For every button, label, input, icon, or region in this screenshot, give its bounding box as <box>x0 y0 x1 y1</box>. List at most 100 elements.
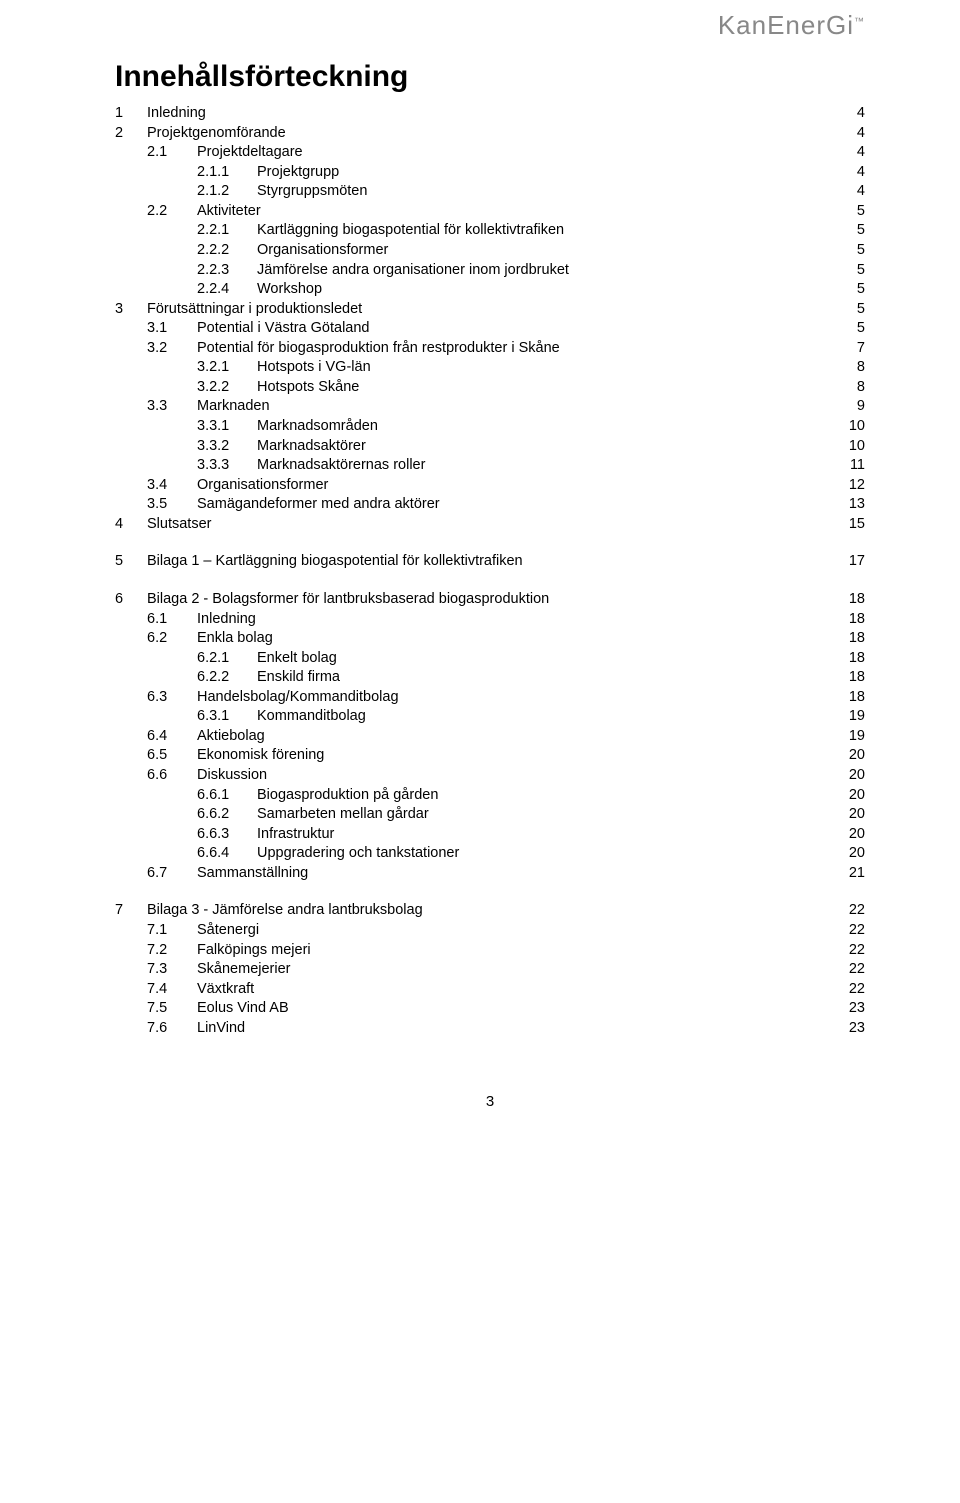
toc-entry: 6.6.2Samarbeten mellan gårdar20 <box>115 805 865 825</box>
toc-number: 2.2.1 <box>197 221 257 241</box>
toc-number: 5 <box>115 552 147 572</box>
toc-entry: 2.1Projektdeltagare4 <box>115 143 865 163</box>
toc-number: 3.3 <box>147 397 197 417</box>
toc-label: Kartläggning biogaspotential för kollekt… <box>257 221 564 241</box>
toc-page: 4 <box>843 124 865 144</box>
toc-label: Marknaden <box>197 397 270 417</box>
toc-label: Växtkraft <box>197 980 254 1000</box>
toc-page: 4 <box>843 104 865 124</box>
toc-number: 6.6.4 <box>197 844 257 864</box>
toc-number: 6.4 <box>147 727 197 747</box>
toc-label: Samarbeten mellan gårdar <box>257 805 429 825</box>
toc-label: Potential i Västra Götaland <box>197 319 370 339</box>
toc-number: 2.1 <box>147 143 197 163</box>
toc-label: Marknadsaktörer <box>257 437 366 457</box>
toc-number: 6.7 <box>147 864 197 884</box>
toc-page: 20 <box>843 844 865 864</box>
toc-number: 7.1 <box>147 921 197 941</box>
toc-entry: 2Projektgenomförande4 <box>115 124 865 144</box>
toc-number: 7.6 <box>147 1019 197 1039</box>
toc-number: 3.4 <box>147 476 197 496</box>
toc-page: 22 <box>843 960 865 980</box>
toc-number: 6.6.1 <box>197 786 257 806</box>
toc-entry: 2.2.1Kartläggning biogaspotential för ko… <box>115 221 865 241</box>
toc-entry: 3.3Marknaden9 <box>115 397 865 417</box>
toc-label: Bilaga 1 – Kartläggning biogaspotential … <box>147 552 523 572</box>
toc-label: Biogasproduktion på gården <box>257 786 438 806</box>
toc-label: Samägandeformer med andra aktörer <box>197 495 440 515</box>
toc-entry: 6.6.1Biogasproduktion på gården20 <box>115 786 865 806</box>
toc-page: 13 <box>843 495 865 515</box>
toc-label: Slutsatser <box>147 515 211 535</box>
toc-entry: 7.4Växtkraft22 <box>115 980 865 1000</box>
toc-label: Falköpings mejeri <box>197 941 311 961</box>
toc-label: Sammanställning <box>197 864 308 884</box>
toc-page: 18 <box>843 649 865 669</box>
toc-label: Organisationsformer <box>257 241 388 261</box>
toc-page: 22 <box>843 941 865 961</box>
toc-label: Kommanditbolag <box>257 707 366 727</box>
toc-entry: 5Bilaga 1 – Kartläggning biogaspotential… <box>115 552 865 572</box>
toc-entry: 1Inledning4 <box>115 104 865 124</box>
toc-page: 19 <box>843 707 865 727</box>
page-title: Innehållsförteckning <box>115 60 865 94</box>
toc-entry: 6.7Sammanställning 21 <box>115 864 865 884</box>
toc-label: Diskussion <box>197 766 267 786</box>
toc-page: 22 <box>843 980 865 1000</box>
toc-entry: 6Bilaga 2 - Bolagsformer för lantbruksba… <box>115 590 865 610</box>
toc-page: 18 <box>843 629 865 649</box>
toc-entry: 2.1.1Projektgrupp4 <box>115 163 865 183</box>
toc-page: 22 <box>843 901 865 921</box>
toc-entry: 3.1Potential i Västra Götaland 5 <box>115 319 865 339</box>
toc-label: Hotspots Skåne <box>257 378 359 398</box>
toc-label: Aktiebolag <box>197 727 265 747</box>
trademark-icon: ™ <box>854 16 865 27</box>
toc-page: 22 <box>843 921 865 941</box>
toc-number: 3 <box>115 300 147 320</box>
toc-entry: 3.4Organisationsformer12 <box>115 476 865 496</box>
toc-number: 6.6.3 <box>197 825 257 845</box>
toc-page: 23 <box>843 1019 865 1039</box>
table-of-contents: 1Inledning42Projektgenomförande42.1Proje… <box>115 104 865 1038</box>
toc-number: 3.3.1 <box>197 417 257 437</box>
toc-number: 2.2 <box>147 202 197 222</box>
toc-page: 5 <box>843 319 865 339</box>
toc-entry: 2.2.3Jämförelse andra organisationer ino… <box>115 261 865 281</box>
toc-entry: 2.2.2Organisationsformer5 <box>115 241 865 261</box>
toc-label: Infrastruktur <box>257 825 334 845</box>
toc-number: 6.6 <box>147 766 197 786</box>
toc-number: 3.1 <box>147 319 197 339</box>
toc-page: 8 <box>843 358 865 378</box>
toc-entry: 3.3.1Marknadsområden10 <box>115 417 865 437</box>
toc-entry: 6.6.4Uppgradering och tankstationer20 <box>115 844 865 864</box>
toc-entry: 6.3.1Kommanditbolag19 <box>115 707 865 727</box>
toc-number: 6.1 <box>147 610 197 630</box>
toc-page: 18 <box>843 688 865 708</box>
toc-number: 1 <box>115 104 147 124</box>
toc-entry: 2.1.2Styrgruppsmöten4 <box>115 182 865 202</box>
toc-label: Ekonomisk förening <box>197 746 324 766</box>
toc-entry: 3.3.2Marknadsaktörer10 <box>115 437 865 457</box>
brand-logo: KanEnerGi™ <box>718 10 865 41</box>
toc-entry: 6.4Aktiebolag 19 <box>115 727 865 747</box>
toc-page: 19 <box>843 727 865 747</box>
toc-number: 7 <box>115 901 147 921</box>
toc-label: Styrgruppsmöten <box>257 182 367 202</box>
toc-page: 11 <box>843 456 865 476</box>
toc-label: Enskild firma <box>257 668 340 688</box>
toc-page: 20 <box>843 805 865 825</box>
toc-label: Marknadsaktörernas roller <box>257 456 425 476</box>
toc-label: Enkla bolag <box>197 629 273 649</box>
toc-number: 6.3 <box>147 688 197 708</box>
toc-number: 6.2.2 <box>197 668 257 688</box>
toc-label: Inledning <box>197 610 256 630</box>
toc-page: 21 <box>843 864 865 884</box>
toc-number: 2 <box>115 124 147 144</box>
toc-entry: 7.5Eolus Vind AB23 <box>115 999 865 1019</box>
toc-page: 10 <box>843 417 865 437</box>
toc-label: Projektgrupp <box>257 163 339 183</box>
toc-number: 7.3 <box>147 960 197 980</box>
toc-label: Skånemejerier <box>197 960 291 980</box>
toc-page: 10 <box>843 437 865 457</box>
toc-entry: 7.1Såtenergi22 <box>115 921 865 941</box>
